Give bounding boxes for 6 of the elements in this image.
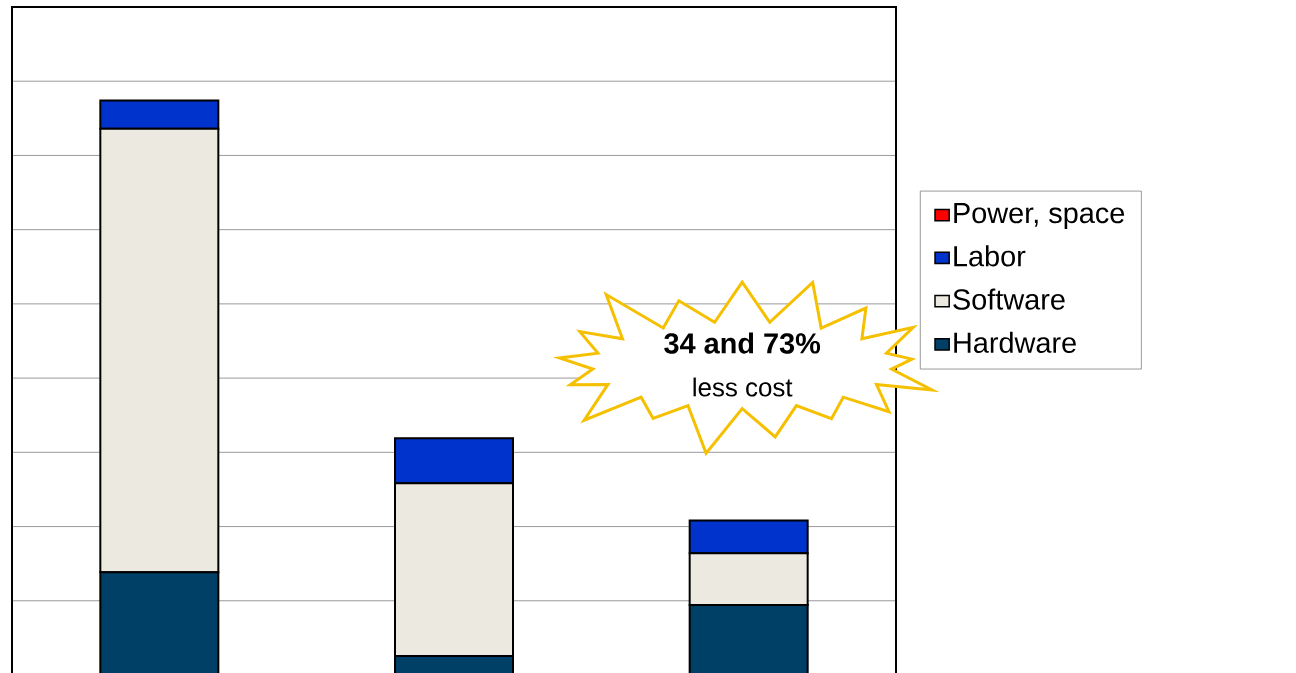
legend-label: Software: [953, 288, 1065, 310]
legend-label: Power, space: [954, 203, 1125, 229]
legend-label: Labor: [954, 245, 1026, 267]
legend-label: Hardware: [954, 331, 1076, 353]
annotation: less cost: [693, 377, 793, 397]
annotation: 34 and 73%: [664, 332, 821, 354]
